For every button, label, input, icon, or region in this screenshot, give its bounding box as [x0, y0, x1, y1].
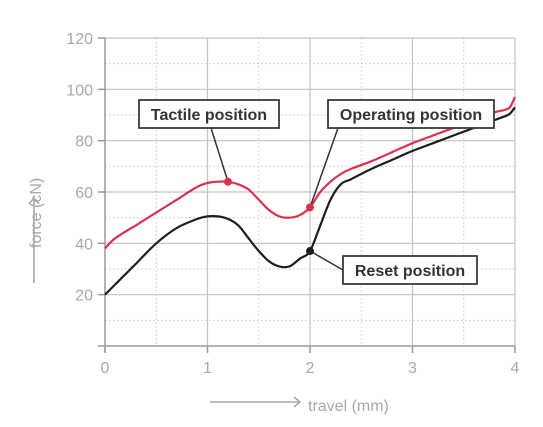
axes: 20 40 60 80 100 120 0 1 2 3 4: [66, 31, 519, 377]
y-tick-label: 60: [75, 185, 93, 202]
y-tick-label: 120: [66, 31, 93, 48]
y-axis-arrow: [28, 196, 40, 283]
callout-box: [138, 99, 280, 129]
x-tick-label: 0: [101, 360, 110, 377]
y-tick-label: 20: [75, 288, 93, 305]
callout-box: [342, 255, 478, 285]
y-tick-label: 100: [66, 82, 93, 99]
series-line-black: [104, 106, 516, 296]
x-tick-label: 3: [408, 360, 417, 377]
x-tick-label: 1: [203, 360, 212, 377]
callout-label: Reset position: [355, 263, 465, 280]
callout-label: Tactile position: [151, 107, 267, 124]
x-tick-label: 4: [511, 360, 520, 377]
x-axis-title: travel (mm): [308, 398, 389, 415]
leader-line: [309, 127, 339, 208]
y-tick-label: 40: [75, 236, 93, 253]
x-tick-label: 2: [306, 360, 315, 377]
x-axis-arrow: [210, 396, 302, 408]
leader-line: [210, 127, 229, 182]
grid: [105, 37, 516, 346]
y-axis-title: force (cN): [28, 178, 45, 248]
callout-box: [327, 99, 495, 129]
marker-dot: [306, 203, 314, 212]
marker-dot: [306, 247, 314, 256]
leader-line: [309, 250, 344, 271]
callout-label: Operating position: [340, 107, 482, 124]
marker-dot: [224, 177, 232, 186]
y-tick-label: 80: [75, 134, 93, 151]
callouts: Tactile position Operating position Reset …: [138, 99, 495, 285]
